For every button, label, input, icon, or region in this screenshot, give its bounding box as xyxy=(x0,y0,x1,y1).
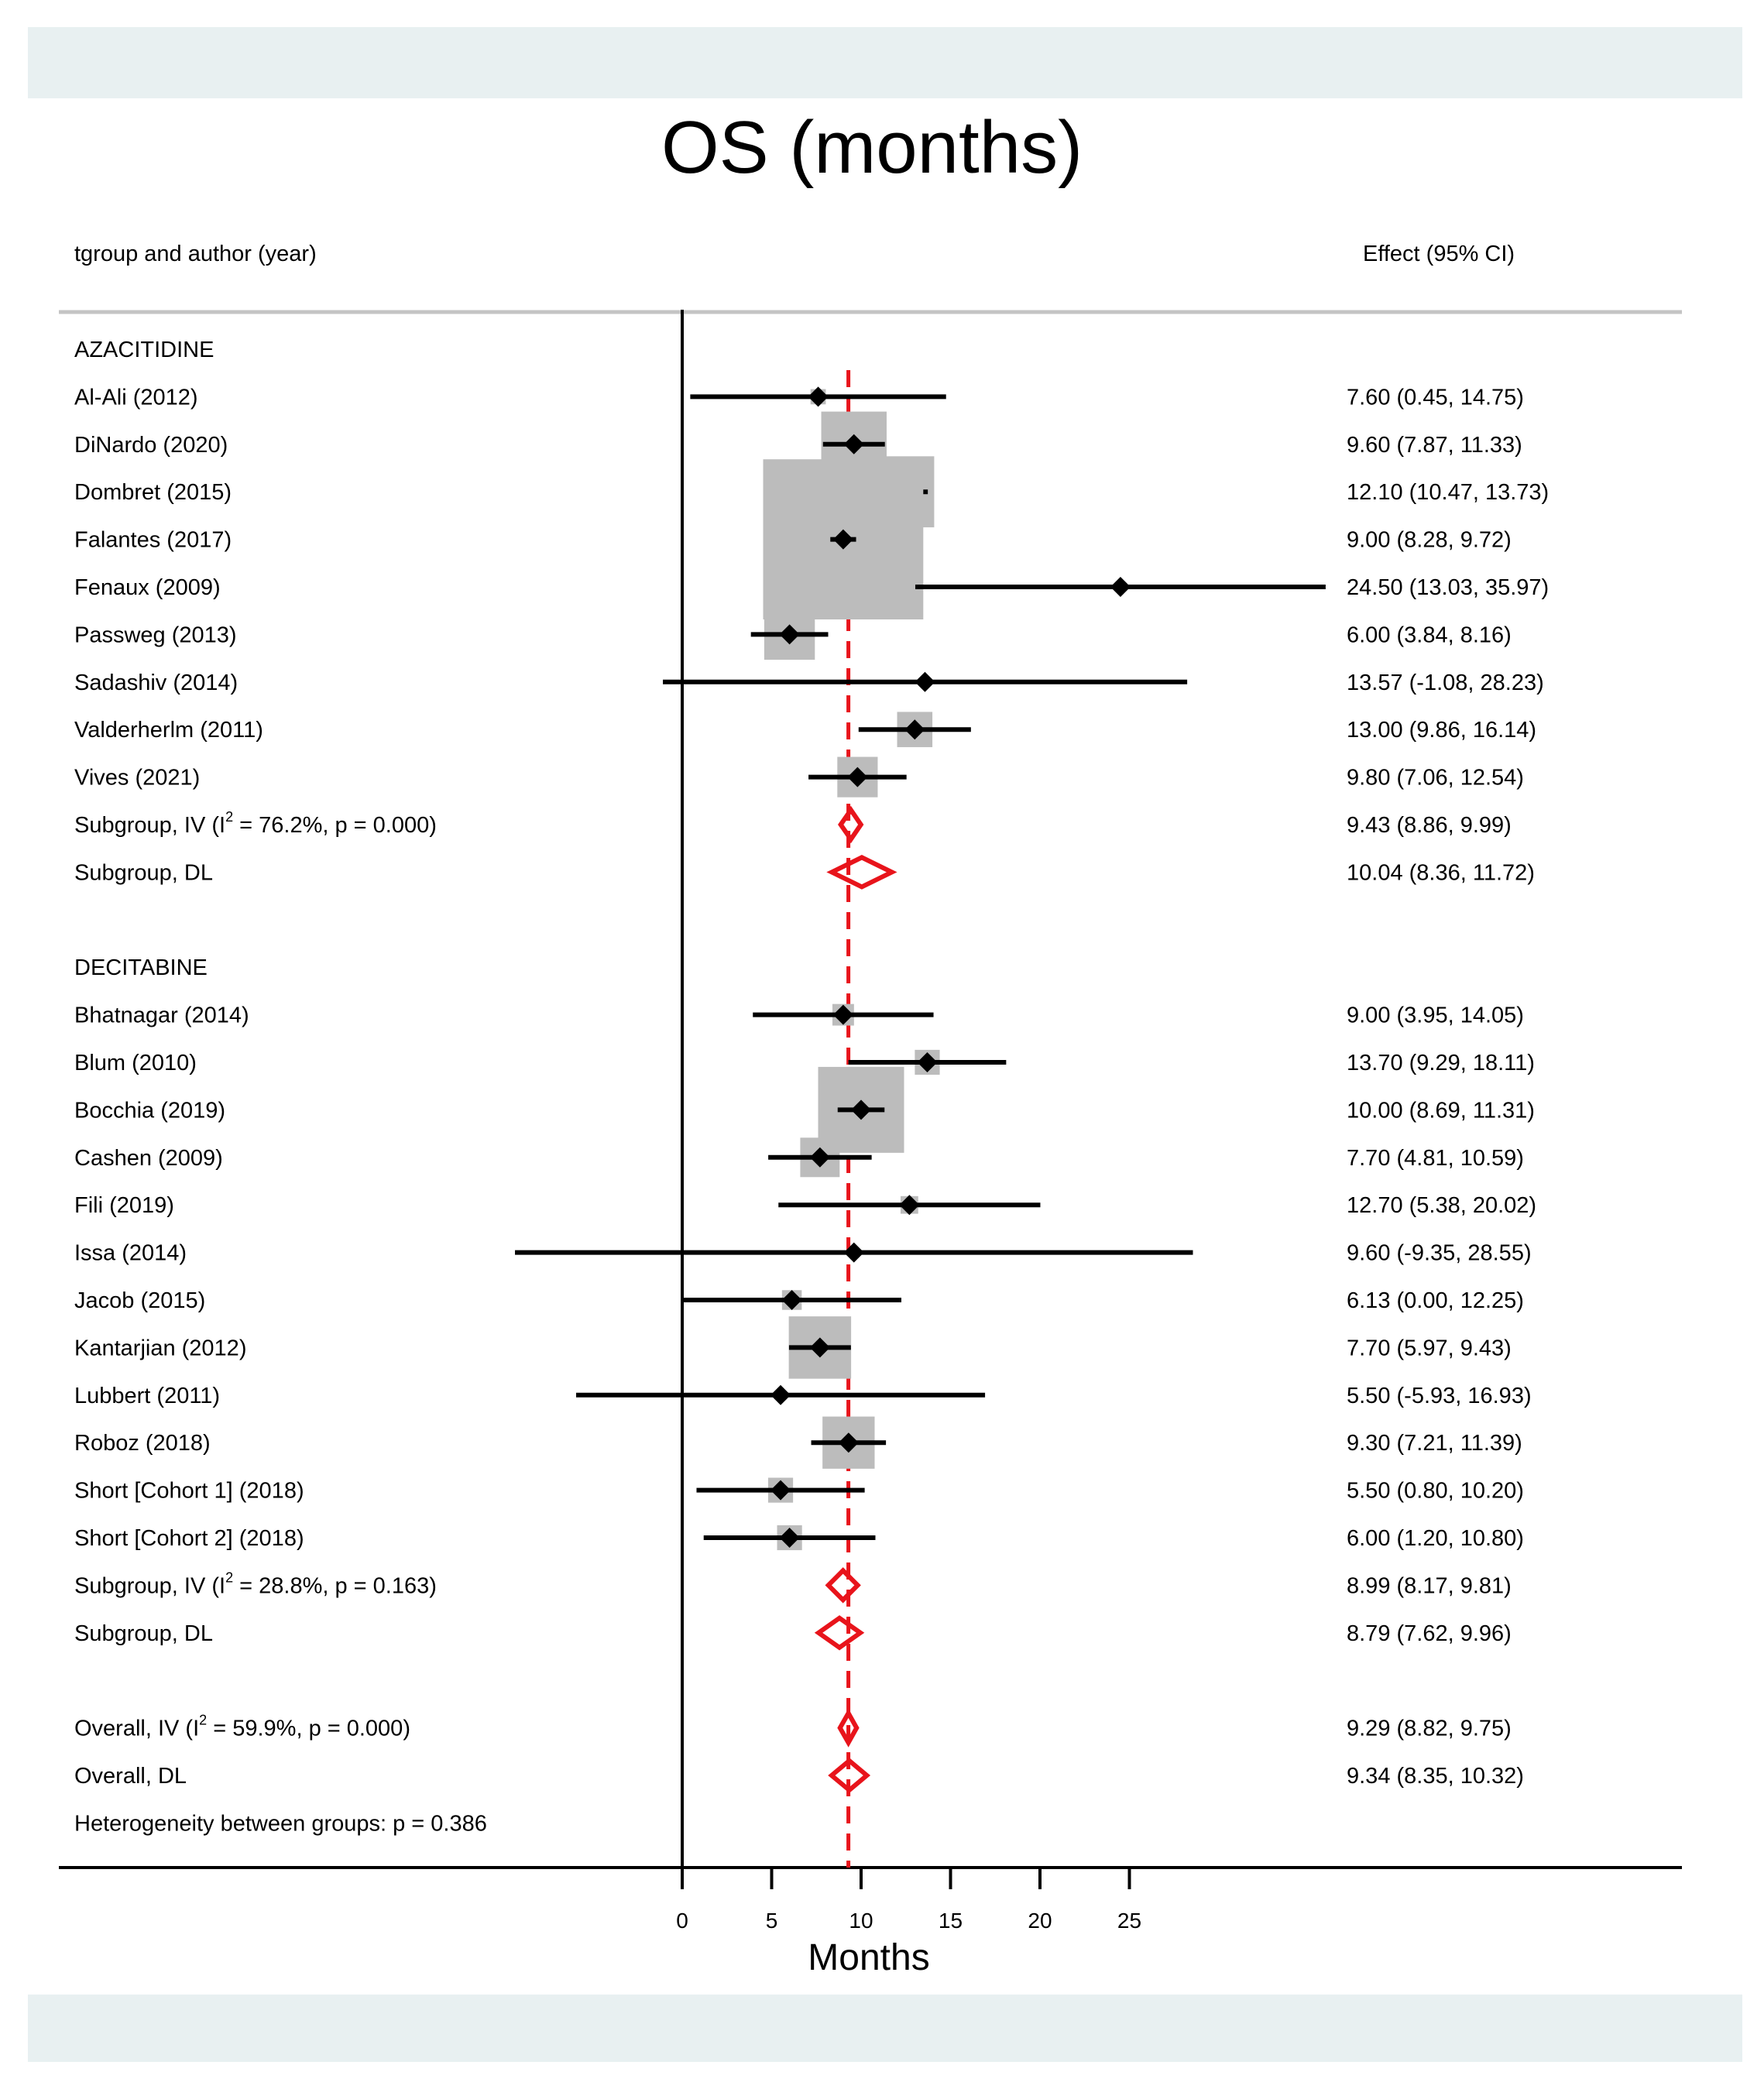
x-tick-label: 20 xyxy=(1028,1909,1052,1933)
row-label: Valderherlm (2011) xyxy=(74,718,263,743)
effect-ci-text: 7.60 (0.45, 14.75) xyxy=(1347,385,1524,410)
point-estimate xyxy=(899,1195,920,1216)
row-label: DiNardo (2020) xyxy=(74,433,228,458)
row-label: Issa (2014) xyxy=(74,1241,187,1266)
row-label: Bhatnagar (2014) xyxy=(74,1003,249,1028)
point-estimate xyxy=(838,1432,859,1453)
row-label: Passweg (2013) xyxy=(74,623,237,647)
point-estimate xyxy=(809,1147,830,1168)
row-label: Kantarjian (2012) xyxy=(74,1336,246,1360)
row-label: Overall, IV (I2 = 59.9%, p = 0.000) xyxy=(74,1713,410,1741)
effect-ci-text: 24.50 (13.03, 35.97) xyxy=(1347,575,1549,600)
row-label: Fili (2019) xyxy=(74,1193,174,1218)
row-label: Blum (2010) xyxy=(74,1051,197,1075)
point-estimate xyxy=(904,719,925,740)
row-label: Subgroup, DL xyxy=(74,1621,213,1646)
group-header: AZACITIDINE xyxy=(74,338,214,362)
effect-ci-text: 13.00 (9.86, 16.14) xyxy=(1347,718,1536,743)
left-column-header: tgroup and author (year) xyxy=(74,242,317,266)
row-label: Short [Cohort 2] (2018) xyxy=(74,1526,304,1551)
heterogeneity-note: Heterogeneity between groups: p = 0.386 xyxy=(74,1811,487,1836)
rows-layer: AZACITIDINE Al-Ali (2012) 7.60 (0.45, 14.7… xyxy=(74,338,1549,1836)
group-header: DECITABINE xyxy=(74,955,208,980)
point-estimate xyxy=(779,624,800,645)
effect-ci-text: 6.00 (3.84, 8.16) xyxy=(1347,623,1512,647)
effect-ci-text: 6.00 (1.20, 10.80) xyxy=(1347,1526,1524,1551)
effect-ci-text: 9.29 (8.82, 9.75) xyxy=(1347,1717,1512,1741)
point-estimate xyxy=(915,671,935,692)
effect-ci-text: 13.57 (-1.08, 28.23) xyxy=(1347,671,1544,695)
row-label: Vives (2021) xyxy=(74,766,200,791)
top-band xyxy=(28,27,1742,98)
row-label: Roboz (2018) xyxy=(74,1431,211,1456)
effect-ci-text: 9.60 (-9.35, 28.55) xyxy=(1347,1241,1532,1266)
point-estimate xyxy=(781,1290,802,1310)
row-label: Sadashiv (2014) xyxy=(74,671,238,695)
row-label: Subgroup, DL xyxy=(74,860,213,885)
bottom-band xyxy=(28,1995,1742,2062)
point-estimate xyxy=(843,434,864,455)
pooled-diamond xyxy=(814,1615,865,1651)
point-estimate xyxy=(770,1480,791,1501)
pooled-diamond xyxy=(826,855,897,890)
effect-ci-text: 9.60 (7.87, 11.33) xyxy=(1347,433,1522,458)
effect-ci-text: 12.10 (10.47, 13.73) xyxy=(1347,480,1549,505)
point-estimate xyxy=(779,1528,800,1548)
effect-ci-text: 9.34 (8.35, 10.32) xyxy=(1347,1764,1524,1789)
pooled-diamond xyxy=(837,1708,860,1748)
point-estimate xyxy=(770,1384,791,1405)
point-estimate xyxy=(832,1004,853,1025)
row-label: Lubbert (2011) xyxy=(74,1384,220,1408)
pooled-diamond xyxy=(838,805,864,844)
effect-ci-text: 7.70 (5.97, 9.43) xyxy=(1347,1336,1512,1360)
row-label: Short [Cohort 1] (2018) xyxy=(74,1479,304,1504)
effect-ci-text: 13.70 (9.29, 18.11) xyxy=(1347,1051,1535,1075)
effect-ci-text: 10.00 (8.69, 11.31) xyxy=(1347,1098,1535,1123)
effect-ci-text: 7.70 (4.81, 10.59) xyxy=(1347,1146,1524,1171)
effect-ci-text: 9.80 (7.06, 12.54) xyxy=(1347,766,1524,791)
row-label: Fenaux (2009) xyxy=(74,575,221,600)
chart-title: OS (months) xyxy=(661,106,1083,189)
point-estimate xyxy=(851,1099,871,1120)
point-estimate xyxy=(1110,577,1131,597)
row-label: Dombret (2015) xyxy=(74,480,232,505)
effect-ci-text: 12.70 (5.38, 20.02) xyxy=(1347,1193,1536,1218)
effect-ci-text: 9.00 (3.95, 14.05) xyxy=(1347,1003,1524,1028)
x-tick-label: 5 xyxy=(766,1909,778,1933)
row-label: Subgroup, IV (I2 = 28.8%, p = 0.163) xyxy=(74,1569,437,1598)
x-tick-label: 10 xyxy=(849,1909,873,1933)
x-axis-ticks: 0 5 10 15 20 25 xyxy=(676,1868,1141,1933)
row-label: Overall, DL xyxy=(74,1764,187,1789)
point-estimate xyxy=(808,386,829,407)
x-axis-label: Months xyxy=(808,1937,929,1978)
effect-ci-text: 5.50 (-5.93, 16.93) xyxy=(1347,1384,1532,1408)
effect-ci-text: 5.50 (0.80, 10.20) xyxy=(1347,1479,1524,1504)
effect-ci-text: 10.04 (8.36, 11.72) xyxy=(1347,860,1535,885)
row-label: Al-Ali (2012) xyxy=(74,385,198,410)
row-label: Subgroup, IV (I2 = 76.2%, p = 0.000) xyxy=(74,809,437,838)
pooled-diamond xyxy=(825,1567,861,1604)
effect-ci-text: 8.79 (7.62, 9.96) xyxy=(1347,1621,1512,1646)
effect-ci-text: 8.99 (8.17, 9.81) xyxy=(1347,1573,1512,1598)
pooled-diamond xyxy=(828,1758,871,1793)
point-estimate xyxy=(917,1052,938,1072)
row-label: Cashen (2009) xyxy=(74,1146,223,1171)
x-tick-label: 15 xyxy=(939,1909,963,1933)
right-column-header: Effect (95% CI) xyxy=(1363,242,1515,266)
point-estimate xyxy=(832,529,853,550)
effect-ci-text: 9.30 (7.21, 11.39) xyxy=(1347,1431,1522,1456)
point-estimate xyxy=(843,1242,864,1263)
point-estimate xyxy=(847,767,868,787)
point-estimate xyxy=(809,1337,830,1358)
row-label: Bocchia (2019) xyxy=(74,1098,225,1123)
effect-ci-text: 6.13 (0.00, 12.25) xyxy=(1347,1288,1524,1313)
effect-ci-text: 9.43 (8.86, 9.99) xyxy=(1347,813,1512,838)
row-label: Falantes (2017) xyxy=(74,528,232,553)
effect-ci-text: 9.00 (8.28, 9.72) xyxy=(1347,528,1512,553)
row-label: Jacob (2015) xyxy=(74,1288,205,1313)
x-tick-label: 25 xyxy=(1117,1909,1141,1933)
x-tick-label: 0 xyxy=(676,1909,688,1933)
